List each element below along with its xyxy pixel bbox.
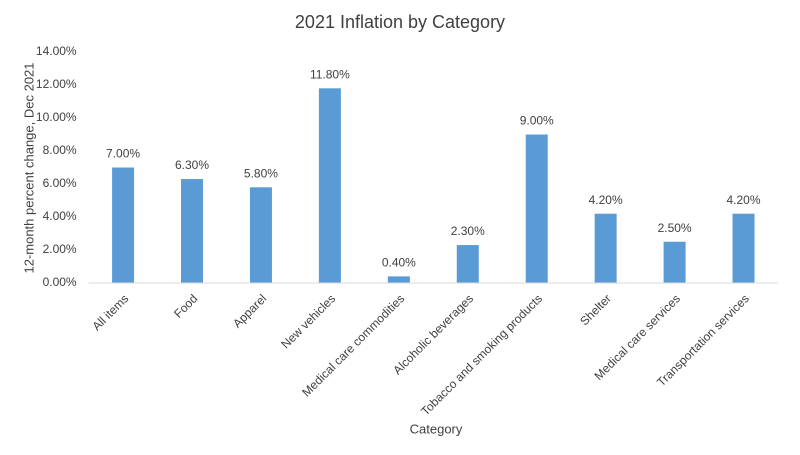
y-axis-title: 12-month percent change, Dec 2021: [21, 62, 36, 273]
value-label: 9.00%: [520, 114, 554, 128]
bar: [663, 241, 686, 283]
value-label: 5.80%: [244, 166, 278, 180]
bar: [181, 179, 204, 283]
y-tick-label: 2.00%: [43, 242, 77, 256]
value-label: 2.30%: [451, 224, 485, 238]
bar: [318, 88, 341, 283]
chart-title: 2021 Inflation by Category: [295, 12, 505, 32]
y-tick-label: 14.00%: [36, 44, 77, 58]
value-label: 2.50%: [658, 221, 692, 235]
bar: [594, 213, 617, 283]
y-tick-label: 12.00%: [36, 77, 77, 91]
value-label: 4.20%: [589, 193, 623, 207]
bar: [112, 167, 135, 283]
value-label: 11.80%: [310, 67, 350, 81]
y-tick-label: 8.00%: [43, 143, 77, 157]
value-label: 7.00%: [106, 147, 140, 161]
bar: [456, 245, 479, 283]
bar: [249, 187, 272, 283]
value-label: 0.40%: [382, 256, 416, 270]
x-axis-title: Category: [410, 421, 463, 436]
y-tick-label: 10.00%: [36, 110, 77, 124]
bar: [387, 276, 410, 283]
bar: [732, 213, 755, 283]
value-label: 6.30%: [175, 158, 209, 172]
y-tick-label: 0.00%: [43, 275, 77, 289]
y-tick-label: 6.00%: [43, 176, 77, 190]
y-tick-label: 4.00%: [43, 209, 77, 223]
bar: [525, 134, 548, 283]
value-label: 4.20%: [727, 193, 761, 207]
